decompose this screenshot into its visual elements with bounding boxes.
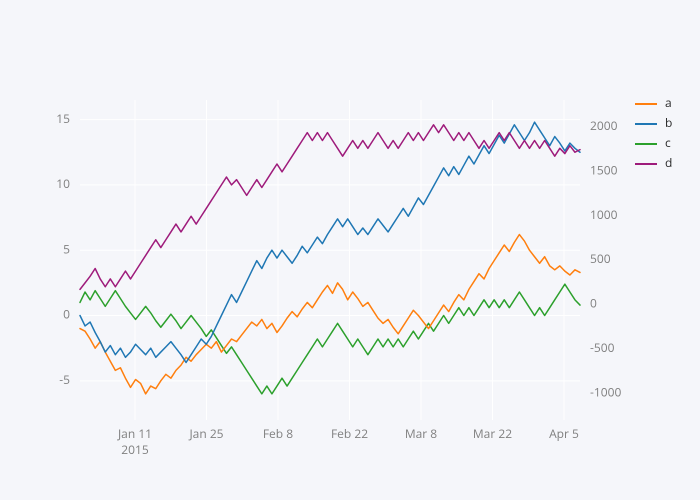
legend-label: b xyxy=(665,114,672,131)
line-chart[interactable]: -5 0 5 10 15 -1000 -500 0 500 1000 1500 2000 Jan 112… xyxy=(0,0,700,500)
x-tick-label: Feb 22 xyxy=(331,425,368,442)
chart-container: -5 0 5 10 15 -1000 -500 0 500 1000 1500 2000 Jan 112… xyxy=(0,0,700,500)
x-tick-label: Jan 25 xyxy=(188,425,223,442)
legend-label: d xyxy=(665,154,672,171)
legend-label: a xyxy=(665,94,672,111)
x-tick-label: Feb 8 xyxy=(263,425,293,442)
y-right-tick-label: 500 xyxy=(590,250,611,267)
x-tick-label: Mar 8 xyxy=(405,425,437,442)
y-left-tick-label: 15 xyxy=(56,110,70,127)
y-right-tick-label: 2000 xyxy=(590,117,618,134)
x-tick-label: Mar 22 xyxy=(473,425,512,442)
y-right-tick-label: -1000 xyxy=(590,384,621,401)
y-left-tick-label: 0 xyxy=(63,306,70,323)
y-right-tick-label: -500 xyxy=(590,339,615,356)
x-tick-label: Jan 11 xyxy=(117,425,152,442)
legend-label: c xyxy=(665,134,671,151)
y-right-tick-label: 1000 xyxy=(590,206,618,223)
y-right-tick-label: 1500 xyxy=(590,161,618,178)
y-left-tick-label: 5 xyxy=(63,240,70,257)
x-tick-label: Apr 5 xyxy=(549,425,579,442)
y-left-tick-label: -5 xyxy=(59,371,70,388)
x-tick-year-label: 2015 xyxy=(121,441,149,458)
y-right-tick-label: 0 xyxy=(590,295,597,312)
y-left-tick-label: 10 xyxy=(56,175,70,192)
